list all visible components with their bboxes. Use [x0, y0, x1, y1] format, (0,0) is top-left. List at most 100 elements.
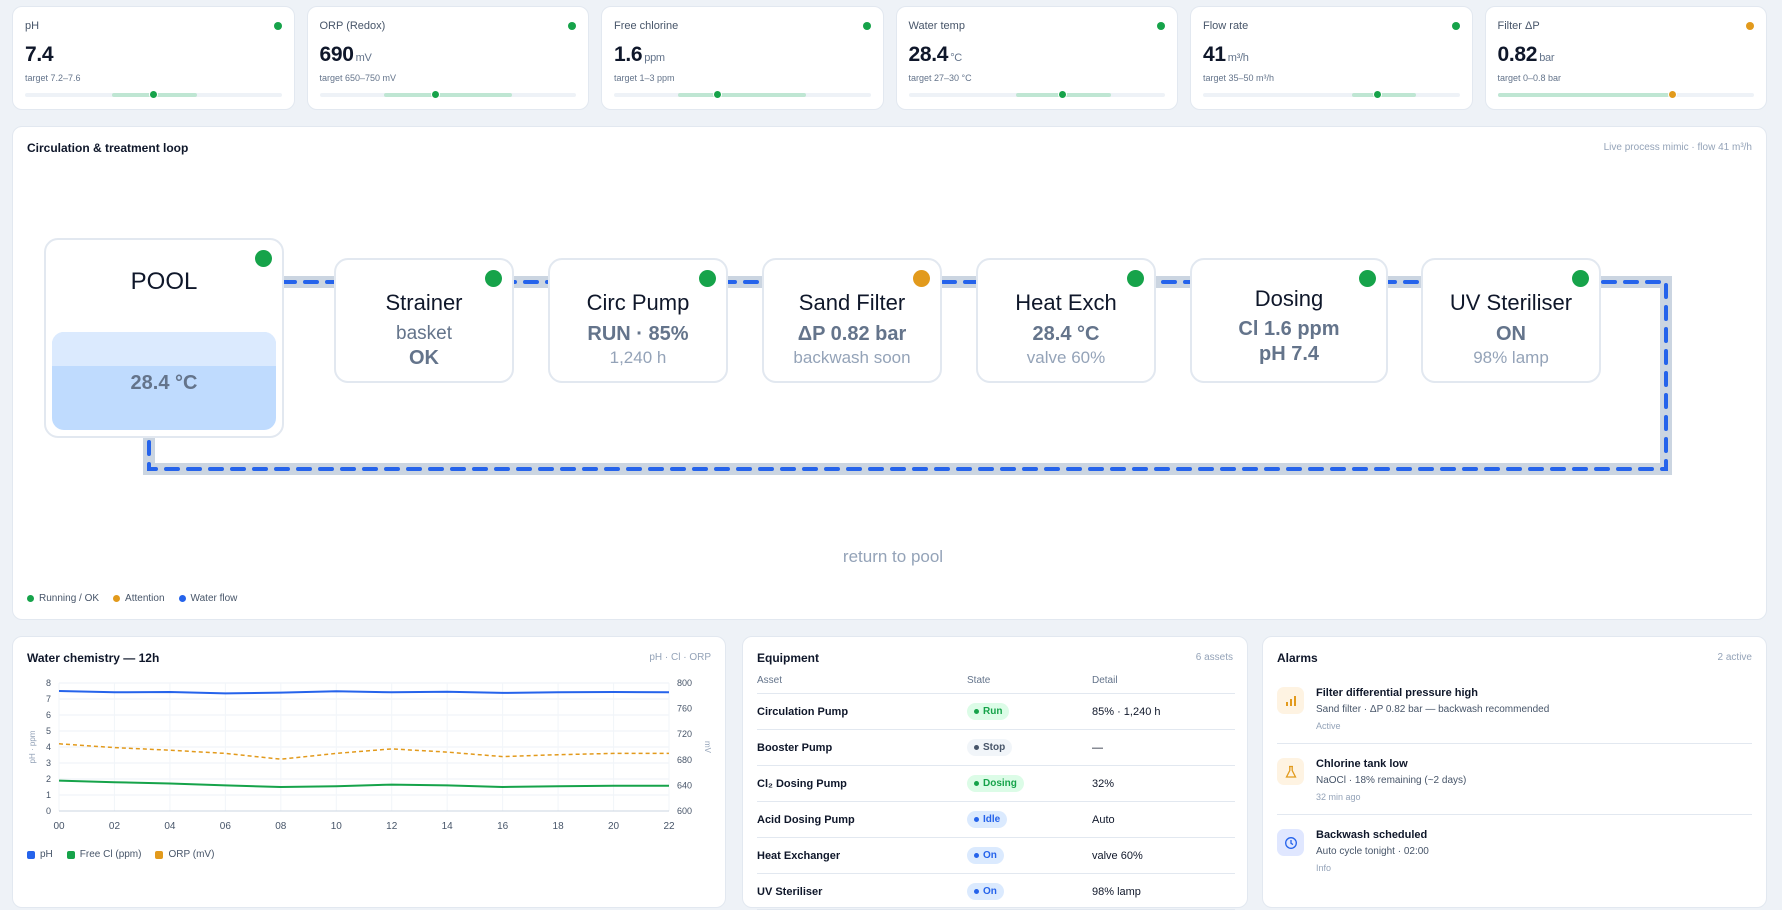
column-header: Asset — [757, 675, 967, 694]
node-uv-steriliser[interactable]: UV Steriliser ON 98% lamp — [1421, 258, 1601, 383]
alarm-item[interactable]: Filter differential pressure high Sand fi… — [1277, 683, 1752, 744]
status-dot — [1127, 270, 1144, 287]
column-header: State — [967, 675, 1092, 694]
kpi-card[interactable]: Filter ΔP 0.82 bar target 0–0.8 bar — [1484, 6, 1767, 110]
x-tick-label: 08 — [275, 821, 287, 832]
status-dot — [273, 22, 282, 30]
y-tick-label: 0 — [46, 806, 51, 816]
range-bar — [908, 90, 1165, 99]
alarm-item[interactable]: Chlorine tank low NaOCl · 18% remaining (… — [1277, 754, 1752, 815]
kpi-value: 0.82 bar — [1497, 43, 1555, 66]
column-header: Detail — [1092, 675, 1235, 694]
table-row[interactable]: Acid Dosing Pump Idle Auto — [757, 801, 1235, 838]
legend-label: Running / OK — [39, 593, 100, 604]
chart-legend: pH Free Cl (ppm) ORP (mV) — [27, 849, 214, 860]
kpi-unit: °C — [950, 52, 962, 64]
kpi-card[interactable]: Flow rate 41 m³/h target 35–50 m³/h — [1190, 6, 1473, 110]
node-sand-filter[interactable]: Sand Filter ΔP 0.82 bar backwash soon — [762, 258, 942, 383]
kpi-card[interactable]: ORP (Redox) 690 mV target 650–750 mV — [306, 6, 589, 110]
legend-item: pH — [27, 849, 53, 860]
table-row[interactable]: Heat Exchanger On valve 60% — [757, 837, 1235, 874]
state-cell: Run — [967, 693, 1092, 730]
status-dot — [255, 250, 272, 267]
status-dot — [862, 22, 871, 30]
table-row[interactable]: Circulation Pump Run 85% · 1,240 h — [757, 693, 1235, 730]
legend-label: Attention — [125, 593, 165, 604]
node-title: Circ Pump — [586, 290, 690, 315]
panel-meta: 2 active — [1717, 652, 1752, 663]
kpi-card[interactable]: pH 7.4 target 7.2–7.6 — [12, 6, 295, 110]
node-reading: OK — [409, 347, 439, 369]
kpi-value: 41 m³/h — [1203, 43, 1249, 66]
x-tick-label: 06 — [220, 821, 232, 832]
alarm-title: Chlorine tank low — [1316, 758, 1408, 770]
y-tick-label: 6 — [46, 710, 51, 720]
asset-name: Cl₂ Dosing Pump — [757, 765, 967, 802]
node-reading: basket — [396, 323, 452, 344]
node-title: Heat Exch — [1015, 290, 1117, 315]
detail-cell: Auto — [1092, 801, 1235, 838]
status-text: Dosing — [983, 778, 1017, 789]
alarm-item[interactable]: Backwash scheduled Auto cycle tonight · 0… — [1277, 825, 1752, 885]
series-line-ph — [58, 690, 670, 695]
node-strainer[interactable]: Strainer basket OK — [334, 258, 514, 383]
y-right-tick-label: 640 — [677, 780, 692, 790]
state-cell: Dosing — [967, 765, 1092, 802]
node-title: POOL — [130, 268, 198, 295]
x-tick-label: 16 — [497, 821, 509, 832]
alarm-status: 32 min ago — [1316, 792, 1361, 802]
y-axis-label: pH · ppm — [28, 730, 37, 763]
legend-item: ORP (mV) — [155, 849, 214, 860]
legend-swatch — [155, 850, 164, 859]
alarm-list: Filter differential pressure high Sand fi… — [1277, 683, 1752, 895]
range-band — [383, 93, 512, 97]
range-marker — [1667, 90, 1677, 99]
node-circ-pump[interactable]: Circ Pump RUN · 85% 1,240 h — [548, 258, 728, 383]
x-tick-label: 18 — [553, 821, 565, 832]
legend-label: ORP (mV) — [168, 849, 215, 860]
status-dot — [699, 270, 716, 287]
detail-cell: 32% — [1092, 765, 1235, 802]
pool-node[interactable]: POOL 28.4 °C — [44, 238, 284, 438]
node-reading: 1,240 h — [609, 348, 667, 367]
y-tick-label: 8 — [46, 678, 51, 688]
alarm-description: Sand filter · ΔP 0.82 bar — backwash rec… — [1316, 704, 1550, 715]
table-row[interactable]: UV Steriliser On 98% lamp — [757, 873, 1235, 910]
status-text: On — [983, 886, 997, 897]
table-row[interactable]: Booster Pump Stop — — [757, 729, 1235, 766]
node-heat-exch[interactable]: Heat Exch 28.4 °C valve 60% — [976, 258, 1156, 383]
kpi-strip: pH 7.4 target 7.2–7.6 ORP (Redox) 690 mV … — [12, 6, 1767, 110]
panel-meta: 6 assets — [1195, 652, 1233, 663]
x-tick-label: 00 — [53, 821, 65, 832]
table-row[interactable]: Cl₂ Dosing Pump Dosing 32% — [757, 765, 1235, 802]
kpi-label: Filter ΔP — [1497, 20, 1540, 32]
panel-title: Alarms — [1277, 651, 1318, 665]
status-text: On — [983, 850, 997, 861]
kpi-label: pH — [25, 20, 40, 32]
y-tick-label: 4 — [46, 742, 51, 752]
status-dot — [974, 853, 979, 858]
status-badge: Stop — [967, 739, 1013, 756]
status-dot — [913, 270, 930, 287]
status-dot — [1359, 270, 1376, 287]
node-title: UV Steriliser — [1449, 290, 1573, 315]
kpi-card[interactable]: Free chlorine 1.6 ppm target 1–3 ppm — [601, 6, 884, 110]
node-dosing[interactable]: Dosing Cl 1.6 ppm pH 7.4 — [1190, 258, 1388, 383]
kpi-value: 28.4 °C — [908, 43, 963, 66]
series-line-orp-mv — [58, 743, 669, 760]
flask-icon — [1277, 758, 1304, 785]
kpi-unit: bar — [1539, 52, 1555, 64]
y-tick-label: 7 — [46, 694, 51, 704]
y-right-axis-label: mV — [703, 741, 712, 754]
kpi-card[interactable]: Water temp 28.4 °C target 27–30 °C — [895, 6, 1178, 110]
legend-label: Water flow — [190, 593, 238, 604]
mimic-legend: Running / OK Attention Water flow — [27, 593, 237, 604]
kpi-target: target 0–0.8 bar — [1497, 73, 1562, 83]
range-band — [678, 93, 807, 97]
y-right-tick-label: 720 — [677, 729, 692, 739]
x-tick-label: 10 — [331, 821, 343, 832]
legend-item: Attention — [113, 593, 165, 604]
asset-name: UV Steriliser — [757, 873, 967, 910]
status-badge: Run — [967, 703, 1010, 720]
